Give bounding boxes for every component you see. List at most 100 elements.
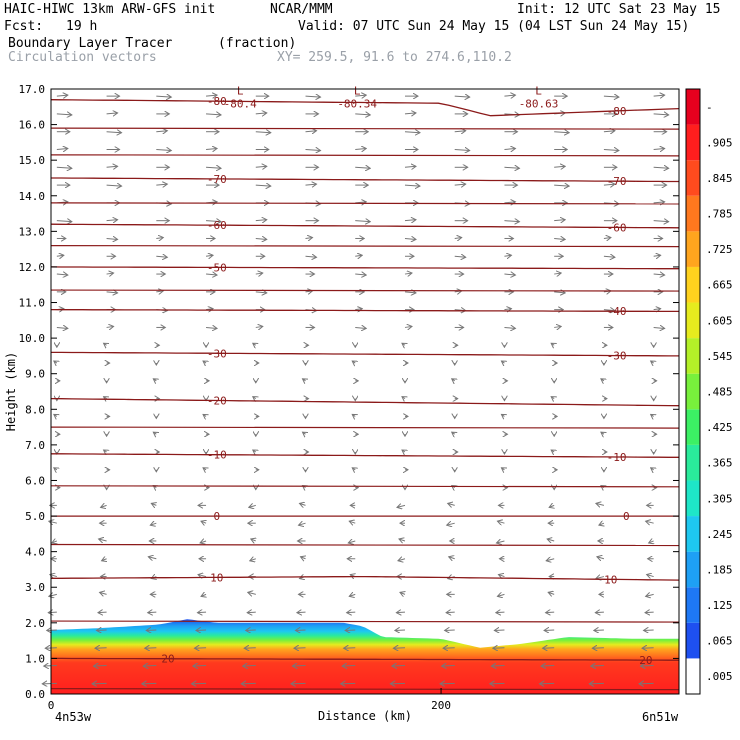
vector-arrow	[344, 648, 356, 649]
vector-arrow	[148, 557, 157, 559]
vector-arrow	[404, 132, 420, 133]
vector-arrow	[355, 255, 362, 256]
vector-arrow	[146, 630, 157, 631]
organization-label: NCAR/MMM	[270, 2, 333, 17]
vector-arrow	[653, 95, 665, 96]
vector-arrow	[546, 612, 555, 613]
colorbar-label: .485	[706, 386, 733, 399]
vector-arrow	[206, 327, 217, 328]
vector-arrow	[355, 114, 370, 115]
vector-arrow	[156, 96, 171, 97]
vector-arrow	[639, 683, 654, 684]
vector-arrow	[247, 612, 256, 613]
vector-arrow	[106, 166, 118, 167]
vector-arrow	[92, 683, 107, 684]
y-tick-label: 6.0	[25, 474, 45, 487]
vector-arrow	[644, 630, 654, 631]
vector-arrow	[305, 96, 321, 97]
colorbar-swatch	[686, 160, 700, 196]
colorbar-label: .425	[706, 421, 733, 434]
vector-arrow	[496, 612, 505, 613]
vector-arrow	[554, 185, 569, 186]
vector-arrow	[641, 666, 654, 667]
vector-arrow	[592, 648, 604, 649]
vector-arrow	[397, 505, 406, 507]
vector-arrow	[156, 150, 171, 151]
vector-arrow	[54, 468, 57, 470]
y-axis: 0.0 1.0 2.0 3.0 4.0 5.0 6.0 7.0 8.0 9.0 10.0 11.0 12…	[4, 83, 679, 701]
minimum-label: L	[354, 84, 361, 97]
vector-arrow	[156, 184, 167, 185]
vector-arrow	[596, 503, 605, 505]
isotherm-label: 10	[210, 571, 223, 584]
vector-arrow	[253, 343, 256, 345]
colorbar-swatch	[686, 89, 700, 125]
vector-arrow	[454, 184, 466, 185]
isotherm-label: 20	[161, 653, 174, 666]
vector-arrow	[305, 256, 317, 257]
vector-arrow	[399, 539, 406, 541]
vector-arrow	[153, 379, 156, 381]
isotherm--60	[50, 223, 680, 229]
vector-arrow	[603, 310, 615, 311]
isotherm-10	[51, 575, 680, 581]
section-start-label: 4n53w	[55, 710, 92, 724]
vector-arrow	[404, 273, 412, 274]
vector-arrow	[249, 505, 256, 507]
vector-arrow	[504, 95, 515, 96]
vector-arrow	[106, 326, 114, 327]
vector-arrow	[355, 149, 366, 150]
vector-arrow	[255, 132, 271, 133]
vector-arrow	[156, 256, 167, 257]
vector-arrow	[95, 648, 107, 649]
isotherm--50	[50, 266, 679, 270]
colorbar-label: .305	[706, 492, 733, 505]
vector-arrow	[554, 238, 565, 239]
vector-arrow	[56, 114, 72, 115]
vector-arrow	[93, 666, 107, 667]
colorbar-swatch	[686, 658, 700, 694]
vector-arrow	[106, 238, 118, 239]
vector-arrow	[206, 149, 217, 150]
vector-arrow	[305, 131, 317, 132]
vector-arrow	[498, 575, 505, 577]
vector-arrow	[594, 630, 604, 631]
vector-arrow	[400, 592, 405, 594]
y-tick-label: 16.0	[19, 119, 46, 132]
vector-arrow	[551, 397, 554, 399]
vector-arrow	[445, 630, 455, 631]
colorbar-swatch	[686, 444, 700, 481]
vector-arrow	[303, 432, 306, 434]
vector-arrow	[601, 432, 604, 434]
vector-arrow	[646, 594, 654, 596]
vector-arrow	[404, 326, 412, 327]
colorbar-swatch	[686, 480, 700, 517]
vector-arrow	[497, 521, 505, 523]
colorbar-swatch	[686, 302, 700, 339]
colorbar-swatch	[686, 587, 700, 623]
vector-arrow	[396, 612, 406, 613]
vector-arrow	[501, 414, 504, 416]
vector-arrow	[100, 592, 107, 594]
vector-arrow	[653, 149, 665, 150]
forecast-hour: 19 h	[66, 19, 98, 34]
vector-arrow	[454, 96, 470, 97]
colorbar-label: .665	[706, 279, 733, 292]
vector-arrow	[452, 432, 455, 434]
vector-arrow	[47, 630, 57, 631]
vector-arrow	[355, 221, 370, 222]
vector-arrow	[42, 683, 57, 684]
vector-arrow	[291, 683, 306, 684]
vector-arrow	[597, 557, 605, 559]
vector-arrow	[491, 666, 505, 667]
x-axis-title: Distance (km)	[318, 709, 412, 723]
vector-arrow	[142, 683, 157, 684]
vector-arrow	[106, 132, 122, 133]
vector-arrow	[255, 220, 267, 221]
vector-arrow	[341, 683, 356, 684]
vector-arrow	[591, 666, 604, 667]
y-tick-label: 12.0	[19, 261, 46, 274]
isotherm--30	[51, 351, 679, 357]
y-tick-label: 15.0	[19, 154, 46, 167]
vector-arrow	[148, 612, 157, 613]
